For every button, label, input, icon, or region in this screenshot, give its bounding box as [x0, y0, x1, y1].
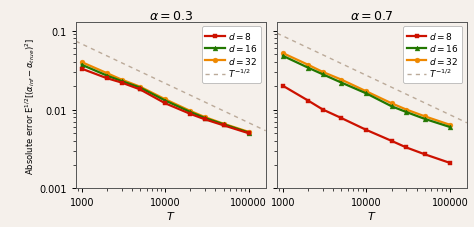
$d = 16$ [447, 126, 453, 129]
$d = 32$ [118, 79, 124, 81]
$d = 32$ [162, 99, 168, 101]
X-axis label: $T$: $T$ [166, 209, 175, 221]
Line: $d = 8$: $d = 8$ [79, 67, 251, 136]
Y-axis label: Absolute error $\mathrm{E}^{1/2}[(\alpha_{inf} - \alpha_{true})^2]$: Absolute error $\mathrm{E}^{1/2}[(\alpha… [23, 37, 36, 174]
$T^{-1/2}$ [464, 122, 470, 125]
$d = 32$ [364, 91, 369, 93]
X-axis label: $T$: $T$ [367, 209, 377, 221]
$T^{-1/2}$ [434, 108, 440, 111]
$d = 16$ [118, 80, 124, 83]
$d = 16$ [246, 132, 252, 134]
$d = 32$ [221, 123, 227, 126]
$d = 16$ [320, 74, 326, 76]
$T^{-1/2}$ [233, 116, 239, 118]
$T^{-1/2}$ [387, 86, 392, 88]
$d = 32$ [447, 124, 453, 127]
$d = 16$ [364, 93, 369, 95]
$d = 8$ [118, 82, 124, 84]
$d = 16$ [305, 67, 311, 70]
$d = 8$ [221, 124, 227, 127]
$T^{-1/2}$ [391, 87, 396, 90]
$T^{-1/2}$ [245, 121, 251, 124]
$d = 8$ [280, 85, 286, 88]
$d = 32$ [280, 52, 286, 55]
$T^{-1/2}$ [446, 114, 452, 116]
$d = 8$ [320, 109, 326, 111]
$d = 16$ [422, 118, 428, 121]
$d = 8$ [422, 153, 428, 156]
$d = 8$ [338, 117, 344, 120]
$d = 8$ [104, 77, 109, 80]
$d = 32$ [104, 72, 109, 75]
$d = 8$ [137, 89, 143, 91]
$d = 32$ [320, 71, 326, 74]
$d = 8$ [447, 162, 453, 165]
$d = 16$ [403, 111, 409, 114]
$T^{-1/2}$ [73, 41, 79, 44]
$d = 32$ [305, 64, 311, 67]
$d = 32$ [422, 115, 428, 118]
$d = 16$ [221, 123, 227, 126]
$d = 16$ [338, 82, 344, 84]
$T^{-1/2}$ [73, 41, 79, 43]
Legend: $d = 8$, $d = 16$, $d = 32$, $T^{-1/2}$: $d = 8$, $d = 16$, $d = 32$, $T^{-1/2}$ [202, 27, 261, 84]
$d = 8$ [162, 102, 168, 105]
Title: $\alpha = 0.3$: $\alpha = 0.3$ [148, 10, 193, 23]
$T^{-1/2}$ [185, 94, 191, 96]
$d = 8$ [389, 140, 394, 143]
$d = 8$ [246, 132, 252, 135]
$d = 32$ [246, 131, 252, 134]
$T^{-1/2}$ [275, 33, 281, 36]
$d = 8$ [364, 129, 369, 132]
$d = 8$ [79, 68, 84, 71]
$d = 16$ [79, 64, 84, 67]
Line: $d = 8$: $d = 8$ [281, 84, 452, 165]
$d = 16$ [280, 55, 286, 58]
$d = 8$ [403, 146, 409, 149]
Line: $d = 32$: $d = 32$ [281, 52, 452, 128]
Line: $T^{-1/2}$: $T^{-1/2}$ [76, 42, 265, 131]
$T^{-1/2}$ [189, 95, 195, 98]
$d = 32$ [403, 109, 409, 111]
Line: $d = 16$: $d = 16$ [281, 54, 452, 130]
$d = 16$ [137, 87, 143, 89]
$d = 32$ [338, 79, 344, 81]
$d = 8$ [202, 118, 208, 121]
Title: $\alpha = 0.7$: $\alpha = 0.7$ [350, 10, 394, 23]
$T^{-1/2}$ [387, 86, 393, 89]
$d = 32$ [187, 110, 193, 113]
$d = 16$ [162, 100, 168, 102]
$d = 32$ [137, 86, 143, 89]
Line: $d = 32$: $d = 32$ [79, 60, 251, 135]
$d = 32$ [79, 62, 84, 64]
$d = 32$ [202, 116, 208, 119]
Line: $d = 16$: $d = 16$ [79, 63, 251, 135]
$T^{-1/2}$ [274, 33, 280, 35]
$T^{-1/2}$ [186, 94, 191, 96]
$d = 16$ [187, 111, 193, 114]
$d = 16$ [389, 105, 394, 108]
$d = 8$ [305, 100, 311, 102]
$d = 16$ [202, 117, 208, 120]
Legend: $d = 8$, $d = 16$, $d = 32$, $T^{-1/2}$: $d = 8$, $d = 16$, $d = 32$, $T^{-1/2}$ [403, 27, 462, 84]
Line: $T^{-1/2}$: $T^{-1/2}$ [277, 34, 467, 123]
$d = 16$ [104, 75, 109, 78]
$T^{-1/2}$ [263, 130, 268, 133]
$d = 32$ [389, 102, 394, 105]
$d = 8$ [187, 113, 193, 116]
